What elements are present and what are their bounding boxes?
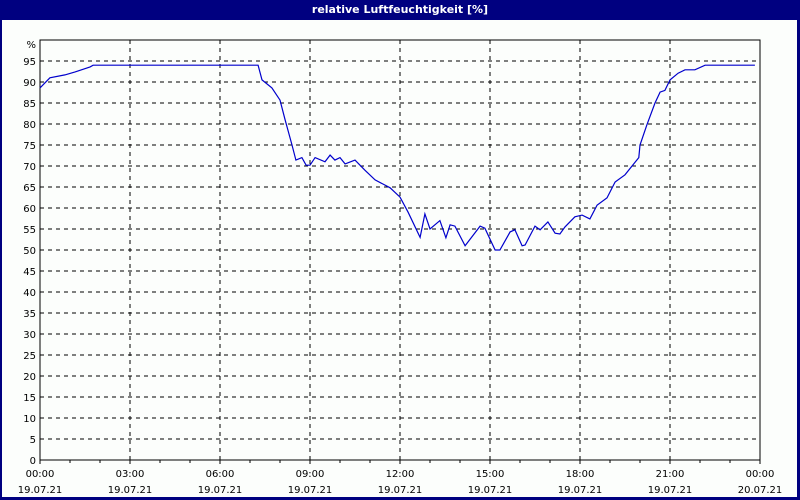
x-tick-time: 12:00 — [386, 469, 415, 480]
y-unit-label: % — [26, 40, 36, 51]
y-tick-label: 0 — [30, 456, 36, 467]
y-tick-label: 5 — [30, 435, 36, 446]
y-tick-label: 75 — [23, 141, 36, 152]
x-tick-date: 19.07.21 — [18, 485, 63, 496]
x-tick-date: 20.07.21 — [738, 485, 783, 496]
x-tick-time: 09:00 — [296, 469, 325, 480]
y-tick-label: 10 — [23, 414, 36, 425]
y-tick-label: 35 — [23, 309, 36, 320]
y-tick-label: 95 — [23, 57, 36, 68]
y-tick-label: 85 — [23, 99, 36, 110]
x-tick-date: 19.07.21 — [648, 485, 693, 496]
y-tick-label: 65 — [23, 183, 36, 194]
plot-frame — [39, 39, 761, 461]
x-tick-date: 19.07.21 — [108, 485, 153, 496]
humidity-series-line — [39, 64, 755, 251]
y-tick-label: 60 — [23, 204, 36, 215]
x-tick-date: 19.07.21 — [558, 485, 603, 496]
y-tick-label: 20 — [23, 372, 36, 383]
y-tick-label: 25 — [23, 351, 36, 362]
x-tick-date: 19.07.21 — [468, 485, 513, 496]
y-tick-label: 45 — [23, 267, 36, 278]
x-tick-date: 19.07.21 — [288, 485, 333, 496]
y-tick-label: 50 — [23, 246, 36, 257]
y-tick-label: 90 — [23, 78, 36, 89]
x-tick-time: 18:00 — [566, 469, 595, 480]
x-tick-time: 21:00 — [656, 469, 685, 480]
y-tick-label: 70 — [23, 162, 36, 173]
x-tick-time: 00:00 — [746, 469, 775, 480]
chart-title: relative Luftfeuchtigkeit [%] — [0, 0, 800, 20]
y-tick-label: 55 — [23, 225, 36, 236]
x-tick-time: 00:00 — [26, 469, 55, 480]
x-tick-time: 06:00 — [206, 469, 235, 480]
x-tick-date: 19.07.21 — [378, 485, 423, 496]
x-tick-time: 15:00 — [476, 469, 505, 480]
x-tick-time: 03:00 — [116, 469, 145, 480]
x-tick-date: 19.07.21 — [198, 485, 243, 496]
y-tick-label: 30 — [23, 330, 36, 341]
y-tick-label: 15 — [23, 393, 36, 404]
y-tick-label: 40 — [23, 288, 36, 299]
y-tick-label: 80 — [23, 120, 36, 131]
